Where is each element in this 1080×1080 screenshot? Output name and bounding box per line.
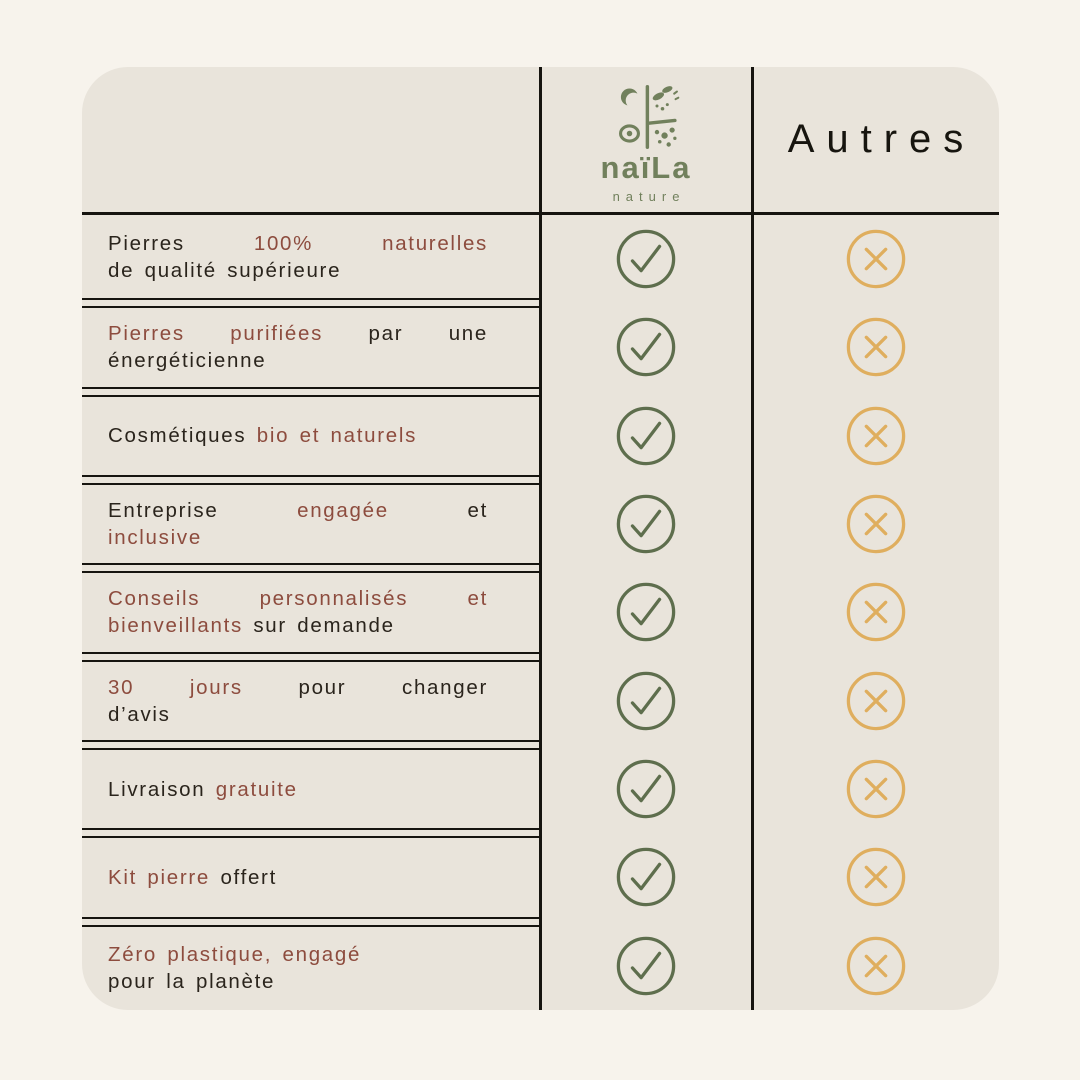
feature-text: pour bbox=[298, 675, 347, 699]
x-circle-icon bbox=[752, 303, 999, 391]
feature-text: d’avis bbox=[108, 702, 171, 726]
header-competitor-cell: Autres bbox=[752, 67, 999, 212]
feature-text-line: pour la planète bbox=[108, 968, 488, 995]
feature-text-line: Zéro plastique, engagé bbox=[108, 941, 488, 968]
feature-label: Entreprise engagée et inclusive bbox=[82, 483, 540, 566]
naila-logo-icon bbox=[619, 84, 680, 149]
feature-text: pour la planète bbox=[108, 970, 276, 994]
feature-text-accent: 100% bbox=[253, 231, 314, 255]
feature-text-line: Pierres 100% naturelles bbox=[108, 230, 488, 257]
feature-text-line: inclusive bbox=[108, 524, 488, 551]
x-circle-icon bbox=[752, 568, 999, 656]
x-circle-icon bbox=[752, 922, 999, 1010]
x-circle-icon bbox=[752, 480, 999, 568]
header-brand-cell: naïLa nature bbox=[540, 67, 752, 212]
feature-label: Conseils personnalisés et bienveillants sur… bbox=[82, 571, 540, 654]
competitor-label: Autres bbox=[787, 117, 976, 161]
x-circle-icon bbox=[752, 833, 999, 921]
feature-text-accent: purifiées bbox=[230, 322, 324, 346]
feature-text: Cosmétiques bbox=[108, 424, 247, 448]
feature-text: sur demande bbox=[253, 614, 395, 638]
feature-text: énergéticienne bbox=[108, 349, 267, 373]
x-circle-icon bbox=[752, 657, 999, 745]
x-circle-icon bbox=[752, 215, 999, 303]
check-circle-icon bbox=[540, 922, 752, 1010]
feature-text-line: Pierres purifiées par une bbox=[108, 320, 488, 347]
column-divider-1 bbox=[539, 67, 542, 1010]
check-circle-icon bbox=[540, 745, 752, 833]
check-circle-icon bbox=[540, 657, 752, 745]
feature-label: Kit pierre offert bbox=[82, 836, 540, 919]
check-circle-icon bbox=[540, 568, 752, 656]
feature-text-line: Kit pierre offert bbox=[108, 864, 488, 891]
column-divider-2 bbox=[751, 67, 754, 1010]
feature-text: et bbox=[467, 499, 488, 523]
feature-text-accent: Conseils bbox=[108, 587, 201, 611]
feature-text-line: de qualité supérieure bbox=[108, 257, 488, 284]
brand-subtitle: nature bbox=[612, 188, 686, 204]
feature-text: une bbox=[448, 322, 488, 346]
header-feature-cell bbox=[82, 67, 540, 212]
feature-text-accent: inclusive bbox=[108, 526, 202, 550]
feature-text-accent: gratuite bbox=[215, 777, 298, 801]
feature-text-accent: Zéro plastique, engagé bbox=[108, 943, 362, 967]
brand-wordmark: naïLa bbox=[600, 149, 692, 185]
x-circle-icon bbox=[752, 392, 999, 480]
feature-text: Livraison bbox=[108, 777, 206, 801]
feature-text-line: 30 jours pour changer bbox=[108, 674, 488, 701]
feature-label: 30 jours pour changer d’avis bbox=[82, 659, 540, 742]
check-circle-icon bbox=[540, 303, 752, 391]
feature-text-accent: jours bbox=[189, 675, 243, 699]
x-circle-icon bbox=[752, 745, 999, 833]
feature-text: offert bbox=[220, 865, 277, 889]
feature-text-accent: bio et naturels bbox=[256, 424, 418, 448]
feature-text: de qualité supérieure bbox=[108, 258, 342, 282]
feature-label: Pierres 100% naturelles de qualité supérieu… bbox=[82, 215, 540, 301]
feature-label: Cosmétiques bio et naturels bbox=[82, 394, 540, 477]
check-circle-icon bbox=[540, 392, 752, 480]
feature-text-accent: bienveillants bbox=[108, 614, 243, 638]
feature-text-line: bienveillants sur demande bbox=[108, 612, 488, 639]
feature-text-accent: naturelles bbox=[382, 231, 488, 255]
feature-text-line: Livraison gratuite bbox=[108, 776, 488, 803]
feature-text-line: Entreprise engagée et bbox=[108, 497, 488, 524]
feature-label: Zéro plastique, engagé pour la planète bbox=[82, 924, 540, 1010]
feature-text: Entreprise bbox=[108, 499, 219, 523]
feature-text: par bbox=[368, 322, 404, 346]
feature-text: Pierres bbox=[108, 231, 185, 255]
check-circle-icon bbox=[540, 215, 752, 303]
feature-text-accent: engagée bbox=[297, 499, 389, 523]
feature-text-accent: et bbox=[467, 587, 488, 611]
comparison-rows: Pierres 100% naturelles de qualité supérieu… bbox=[82, 215, 999, 1010]
feature-text-accent: Kit pierre bbox=[108, 865, 211, 889]
feature-text-line: d’avis bbox=[108, 701, 488, 728]
check-circle-icon bbox=[540, 480, 752, 568]
table-header: naïLa nature Autres bbox=[82, 67, 999, 212]
feature-text-line: énergéticienne bbox=[108, 347, 488, 374]
feature-text-line: Cosmétiques bio et naturels bbox=[108, 422, 488, 449]
feature-text: changer bbox=[402, 675, 488, 699]
feature-label: Pierres purifiées par une énergéticienne bbox=[82, 306, 540, 389]
feature-text-accent: personnalisés bbox=[259, 587, 409, 611]
feature-text-accent: Pierres bbox=[108, 322, 185, 346]
feature-text-line: Conseils personnalisés et bbox=[108, 585, 488, 612]
comparison-card: naïLa nature Autres Pierres 100% naturelle… bbox=[82, 67, 999, 1010]
feature-label: Livraison gratuite bbox=[82, 748, 540, 831]
feature-text-accent: 30 bbox=[108, 675, 135, 699]
check-circle-icon bbox=[540, 833, 752, 921]
